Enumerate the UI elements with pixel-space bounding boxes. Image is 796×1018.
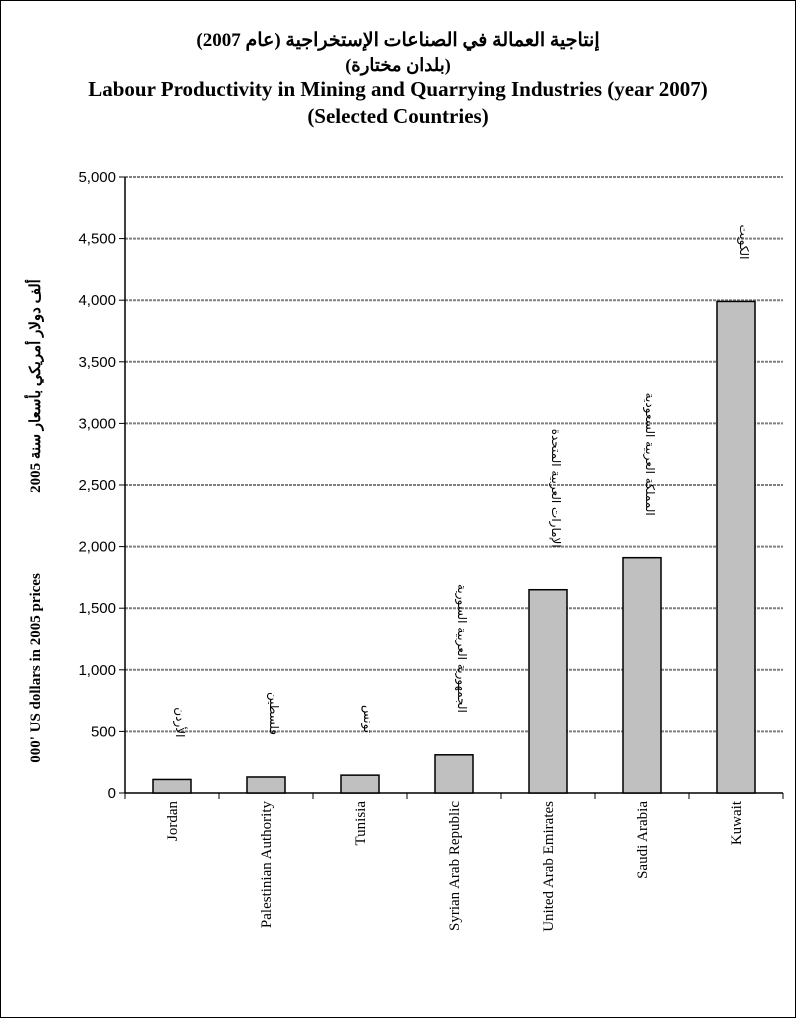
bar (716, 300, 756, 794)
y-tick-label: 5,000 (78, 169, 116, 186)
x-tick-label: Palestinian Authority (259, 801, 275, 929)
gridlines (125, 176, 783, 733)
y-axis-label: 000' US dollars in 2005 prices (28, 573, 44, 763)
labels: 0 500 1,000 1,500 2,000 2,500 3,000 3,500 4,000 4… (78, 169, 751, 932)
bar (528, 588, 568, 794)
bar-label-arabic: المملكة العربية السعودية (642, 393, 657, 516)
y-tick-label: 1,500 (78, 600, 116, 617)
y-axis-label-arabic: ألف دولار أمريكي بأسعار سنة 2005 (24, 279, 45, 493)
y-tick-label: 1,000 (78, 662, 116, 679)
bar-label-arabic: فلسطين (266, 692, 281, 735)
y-tick-label: 500 (91, 723, 116, 740)
x-tick-label: Tunisia (353, 801, 369, 846)
bar-label-arabic: تونس (360, 705, 375, 733)
chart-title: Labour Productivity in Mining and Quarry… (88, 77, 708, 101)
bar-label-arabic: الكويت (736, 224, 751, 259)
chart-subtitle: (Selected Countries) (307, 104, 489, 128)
y-tick-label: 4,000 (78, 292, 116, 309)
chart-title-arabic: إنتاجية العمالة في الصناعات الإستخراجية … (196, 30, 600, 51)
x-tick-label: Syrian Arab Republic (447, 801, 463, 931)
bar (152, 778, 192, 794)
bar-label-arabic: الإمارات العربية المتحدة (548, 429, 563, 548)
y-tick-label: 3,500 (78, 354, 116, 371)
chart-titles: إنتاجية العمالة في الصناعات الإستخراجية … (0, 28, 796, 130)
y-tick-label: 2,500 (78, 477, 116, 494)
y-tick-label: 4,500 (78, 231, 116, 248)
x-tick-label: Kuwait (729, 800, 745, 845)
bar-label-arabic: الأردن (172, 707, 188, 737)
bars (152, 300, 756, 794)
axes (119, 176, 784, 799)
y-tick-label: 3,000 (78, 415, 116, 432)
x-tick-label: United Arab Emirates (541, 801, 557, 932)
bar-label-arabic: الجمهورية العربية السورية (454, 584, 469, 713)
chart-subtitle-arabic: (بلدان مختارة) (345, 55, 451, 75)
bar (340, 774, 380, 794)
bar (246, 776, 286, 794)
x-tick-label: Saudi Arabia (635, 801, 651, 879)
y-tick-label: 2,000 (78, 539, 116, 556)
x-tick-label: Jordan (165, 801, 181, 841)
bar (434, 754, 474, 794)
y-tick-label: 0 (108, 785, 116, 802)
bar (622, 556, 662, 794)
